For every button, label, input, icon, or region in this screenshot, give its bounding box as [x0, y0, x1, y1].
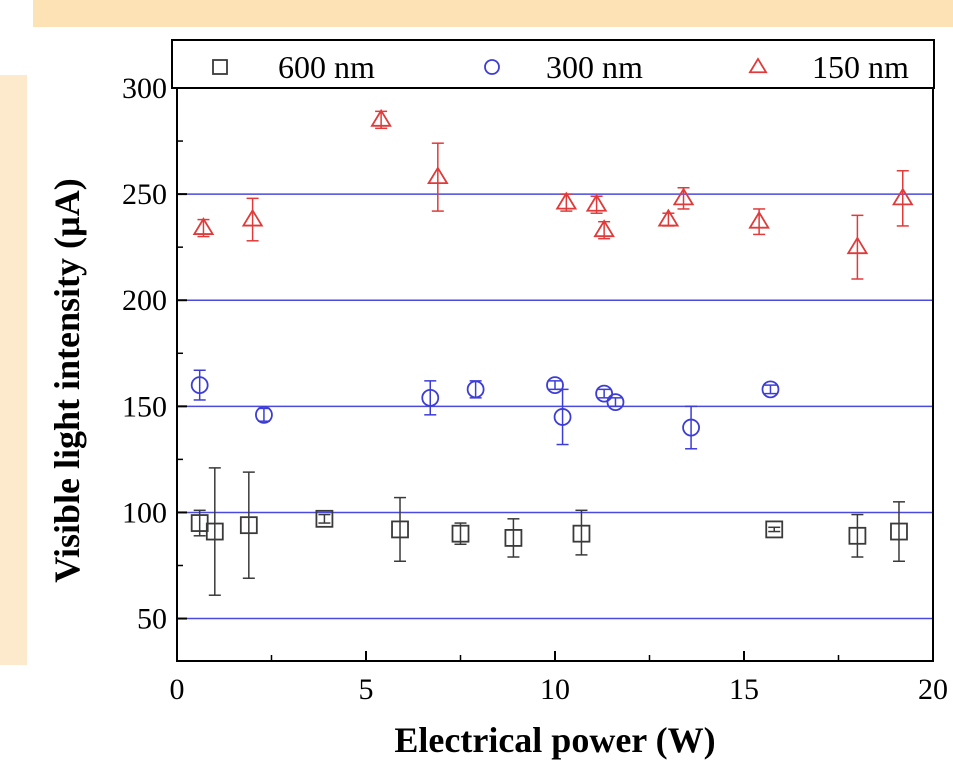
- data-point-triangle: [593, 219, 615, 238]
- data-point-square: [391, 520, 409, 539]
- data-point-square: [239, 516, 258, 535]
- y-tick-label: 50: [137, 603, 167, 636]
- data-point-triangle: [748, 210, 770, 229]
- legend-marker-triangle: [748, 57, 768, 74]
- data-point-triangle: [192, 217, 215, 235]
- data-point-triangle: [891, 187, 914, 206]
- plot-frame: [176, 87, 934, 662]
- y-tick-label: 300: [122, 72, 167, 105]
- data-point-triangle: [846, 236, 869, 255]
- x-axis-title: Electrical power (W): [394, 720, 715, 760]
- data-point-square: [205, 522, 224, 541]
- y-tick-label: 200: [122, 284, 167, 317]
- y-axis-title: Visible light intensity (µA): [47, 178, 87, 582]
- legend-marker-square: [212, 59, 228, 75]
- data-point-circle: [255, 405, 273, 424]
- legend-label: 300 nm: [546, 49, 643, 85]
- x-tick-label: 15: [729, 673, 759, 706]
- data-point-triangle: [241, 208, 264, 227]
- data-point-circle: [421, 388, 440, 407]
- data-point-circle: [606, 393, 625, 411]
- data-point-circle: [682, 418, 700, 437]
- x-tick-label: 0: [170, 673, 185, 706]
- data-point-triangle: [585, 193, 608, 212]
- grid-lines: [177, 193, 933, 620]
- y-tick-label: 100: [122, 496, 167, 529]
- data-point-circle: [546, 376, 564, 395]
- data-point-square: [504, 529, 523, 547]
- legend-label: 150 nm: [812, 49, 909, 85]
- data-point-triangle: [657, 208, 680, 227]
- legend: 600 nm 300 nm 150 nm: [212, 49, 909, 85]
- y-tick-label: 250: [122, 178, 167, 211]
- legend-label: 600 nm: [278, 49, 375, 85]
- left-banner: [0, 75, 27, 665]
- data-point-circle: [190, 376, 209, 395]
- axis-ticks: 50 100 150 200 250 300 0 5 10 15 20: [122, 72, 948, 706]
- data-point-square: [451, 524, 470, 543]
- top-banner: [33, 0, 953, 27]
- x-tick-label: 5: [359, 673, 374, 706]
- x-tick-label: 20: [918, 673, 948, 706]
- data-point-square: [848, 526, 867, 545]
- x-tick-label: 10: [540, 673, 570, 706]
- data-point-circle: [466, 380, 485, 399]
- data-point-triangle: [672, 187, 695, 206]
- data-point-square: [572, 524, 591, 543]
- data-point-triangle: [555, 191, 578, 210]
- data-marks: [190, 108, 914, 596]
- data-point-circle: [553, 408, 572, 426]
- data-point-triangle: [427, 166, 449, 185]
- data-point-square: [315, 509, 334, 528]
- data-point-square: [765, 520, 784, 539]
- data-point-square: [890, 522, 908, 541]
- data-point-triangle: [370, 108, 392, 127]
- data-point-circle: [761, 380, 780, 399]
- legend-marker-circle: [484, 59, 500, 75]
- data-point-circle: [595, 384, 614, 403]
- y-tick-label: 150: [122, 390, 167, 423]
